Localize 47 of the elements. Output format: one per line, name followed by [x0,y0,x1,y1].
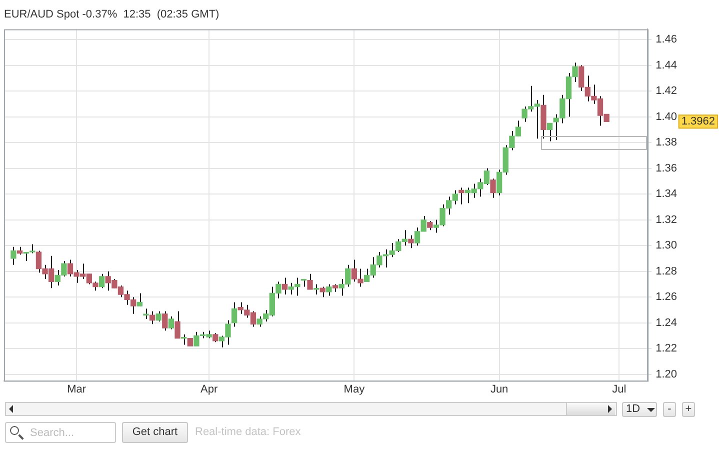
candlestick [490,178,496,198]
zoom-in-button: + [682,402,695,417]
x-tick-label: Jun [490,383,508,396]
candlestick [174,310,180,339]
chart-title: EUR/AUD Spot -0.37% 12:35 (02:35 GMT) [4,8,220,21]
y-tick-label: 1.44 [656,59,678,72]
x-tick-label: Apr [200,383,218,396]
y-tick-label: 1.22 [656,342,678,355]
candlestick [326,284,332,296]
candlestick [162,310,168,332]
y-tick-label: 1.32 [656,214,678,226]
candlestick [10,246,16,266]
text: 1.3962 [681,116,716,128]
y-tick-label: 1.34 [656,188,678,200]
candlestick [320,286,326,298]
y-tick-label: 1.36 [656,162,678,174]
candlestick [231,302,238,328]
candlestick [212,332,218,343]
y-tick-label: 1.26 [656,291,678,304]
y-tick-label: 1.38 [656,136,678,149]
candlestick [458,187,464,205]
y-tick-label: 1.24 [656,316,678,329]
candlestick [143,308,149,320]
x-tick-label: Jul [612,383,626,396]
candlestick [156,310,162,322]
candlestick [98,273,105,289]
candlestick [168,316,174,330]
y-tick-label: 1.20 [656,368,678,380]
get-chart-button: Get chart [122,422,188,443]
x-tick-label: Mar [67,383,86,396]
search-field: Search... [5,422,116,443]
candlestick [408,234,414,249]
x-tick-label: May [344,383,366,396]
period-dropdown: 1D [622,402,657,417]
candlestick [136,292,142,307]
y-tick-label: 1.28 [656,265,678,278]
candlestick [546,122,553,142]
y-tick-label: 1.40 [656,110,678,123]
y-tick-label: 1.42 [656,85,678,98]
y-tick-label: 1.30 [656,240,678,252]
candlestick [149,310,156,325]
candlestick [307,273,313,290]
text: Real-time data: Forex [195,426,301,438]
candlestick [282,277,288,296]
y-tick-label: 1.46 [656,34,678,46]
zoom-out-button: - [663,402,676,417]
candlestick [427,220,433,231]
